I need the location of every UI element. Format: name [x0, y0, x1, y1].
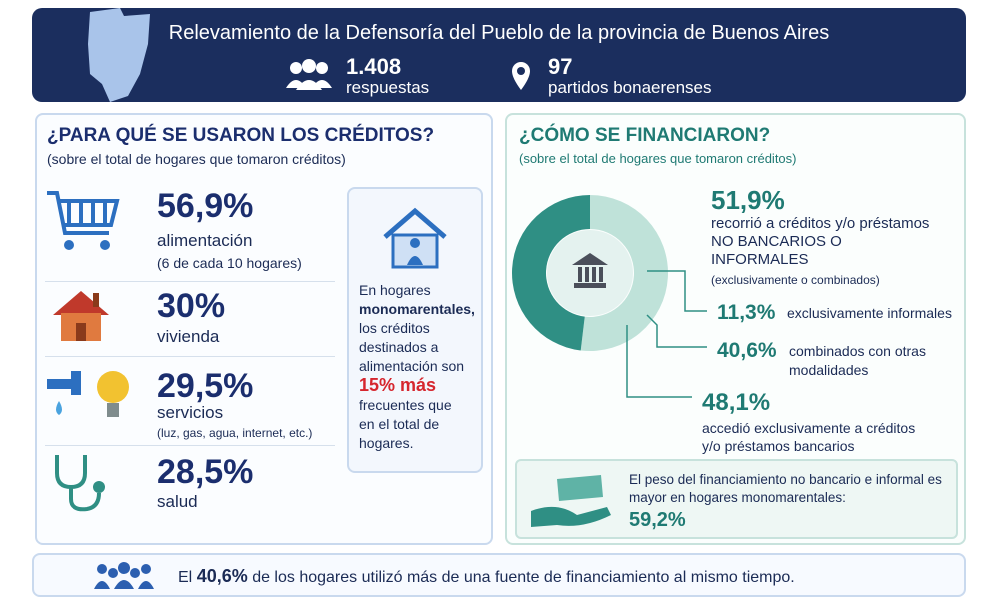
bank-icon [572, 253, 608, 288]
donut-chart [512, 195, 707, 398]
uses-panel: ¿PARA QUÉ SE USARON LOS CRÉDITOS? (sobre… [35, 113, 493, 545]
item-value: 28,5% [157, 453, 254, 491]
panel-title: ¿PARA QUÉ SE USARON LOS CRÉDITOS? [47, 125, 435, 146]
stat-value: 1.408 [346, 54, 402, 79]
segment-label: accedió exclusivamente a créditos y/o pr… [702, 420, 916, 454]
divider [45, 445, 335, 446]
callout-bold: monomarentales, [359, 301, 475, 317]
cart-icon [47, 191, 120, 250]
hands-icon [531, 475, 611, 527]
donut-segment [512, 195, 590, 351]
footer-part: El [178, 569, 193, 586]
item-label: vivienda [157, 327, 220, 346]
province-map [88, 8, 150, 102]
breakdown-value: 11,3% [717, 301, 776, 324]
item-value: 30% [157, 287, 226, 325]
segment-note: (exclusivamente o combinados) [711, 273, 880, 287]
callout: En hogares monomarentales, los créditos … [347, 187, 483, 473]
leader-line [647, 270, 707, 312]
header: Relevamiento de la Defensoría del Pueblo… [32, 8, 966, 102]
donut-hole [547, 230, 633, 316]
stethoscope-icon [55, 455, 105, 512]
item-label: servicios [157, 403, 224, 422]
breakdown-label: exclusivamente informales [787, 305, 952, 321]
segment-label: recorrió a créditos y/o préstamos NO BAN… [711, 215, 930, 268]
house-icon [53, 291, 109, 341]
footer-text: El 40,6% de los hogares utilizó más de u… [178, 566, 795, 587]
leader-line [646, 314, 707, 348]
pin-icon [512, 62, 530, 90]
segment-value: 48,1% [702, 389, 771, 416]
divider [45, 356, 335, 357]
panel-subtitle: (sobre el total de hogares que tomaron c… [47, 151, 346, 167]
people-icon [286, 59, 332, 90]
callout-text: En hogares [359, 282, 431, 298]
utilities-icon [47, 371, 129, 417]
item-label: salud [157, 492, 198, 511]
breakdown-value: 40,6% [717, 339, 777, 362]
home-person-icon [383, 207, 447, 269]
stat-label: partidos bonaerenses [548, 78, 712, 97]
footer: El 40,6% de los hogares utilizó más de u… [32, 553, 966, 597]
info-value: 59,2% [629, 509, 686, 531]
header-title: Relevamiento de la Defensoría del Pueblo… [168, 22, 830, 44]
item-value: 29,5% [157, 367, 254, 405]
panel-title: ¿CÓMO SE FINANCIARON? [519, 125, 771, 146]
footer-part: de los hogares utilizó más de una fuente… [252, 569, 795, 586]
donut-segment [580, 195, 668, 351]
callout-text: frecuentes que en el total de hogares. [359, 397, 452, 451]
item-label: alimentación [157, 231, 253, 250]
callout-text: son [441, 358, 465, 374]
item-note: (6 de cada 10 hogares) [157, 255, 302, 271]
stat-label: respuestas [346, 78, 430, 97]
segment-value: 51,9% [711, 185, 785, 215]
panel-subtitle: (sobre el total de hogares que tomaron c… [519, 151, 797, 166]
callout-highlight: 15% más [359, 375, 437, 395]
stat-value: 97 [548, 54, 573, 79]
callout-text: los créditos destinados a alimentación [359, 320, 439, 374]
info-text: El peso del financiamiento no bancario e… [629, 472, 942, 505]
financing-panel: ¿CÓMO SE FINANCIARON? (sobre el total de… [505, 113, 966, 545]
divider [45, 281, 335, 282]
info-box: El peso del financiamiento no bancario e… [515, 459, 958, 539]
leader-line [626, 325, 692, 398]
group-icon [94, 562, 154, 589]
item-note: (luz, gas, agua, internet, etc.) [157, 426, 313, 440]
breakdown-label: combinados con otras modalidades [789, 343, 926, 378]
item-value: 56,9% [157, 187, 254, 225]
footer-value: 40,6% [196, 566, 248, 586]
